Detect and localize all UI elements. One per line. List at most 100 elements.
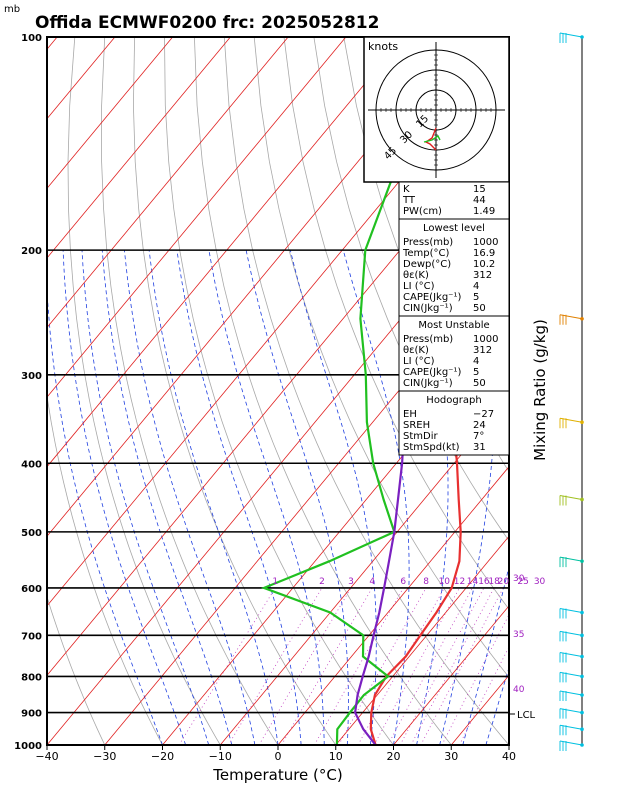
wind-barb-shaft	[559, 32, 583, 38]
info-row-value: −27	[473, 409, 494, 420]
info-row-value: 31	[473, 442, 486, 453]
info-row-label: LI (°C)	[403, 281, 435, 292]
info-row-value: 50	[473, 378, 486, 389]
info-row-label: PW(cm)	[403, 206, 442, 217]
mixing-ratio-label: 25	[517, 577, 528, 587]
pressure-tick-label: 800	[21, 672, 42, 683]
mixing-ratio-label: 10	[439, 577, 451, 587]
pressure-tick-label: 1000	[14, 741, 42, 752]
mixing-ratio-label: 4	[369, 577, 375, 587]
profile-dewpoint	[260, 37, 446, 745]
mixing-ratio-line	[281, 587, 373, 745]
info-row-label: EH	[403, 409, 417, 420]
moist-adiabat-line	[208, 250, 325, 745]
info-box	[398, 218, 510, 317]
pressure-tick-label: 100	[21, 33, 42, 44]
dry-adiabat-line	[67, 37, 221, 745]
mixing-ratio-line	[387, 587, 473, 745]
info-box-header: Hodograph	[426, 395, 481, 406]
chart-title: Offida ECMWF0200 frc: 2025052812	[35, 13, 379, 33]
dry-adiabat-line	[101, 37, 279, 745]
info-row-label: Press(mb)	[403, 237, 453, 248]
mixing-ratio-label: 30	[534, 577, 546, 587]
x-tick-label: −10	[209, 750, 232, 763]
mixing-ratio-line	[441, 613, 509, 745]
y-axis-label: Mixing Ratio (g/kg)	[531, 319, 549, 461]
mixing-ratio-line	[420, 587, 504, 745]
info-row-label: CAPE(Jkg⁻¹)	[403, 292, 461, 303]
dry-adiabat-line	[283, 37, 509, 610]
pressure-tick-label: 200	[21, 246, 42, 257]
dry-adiabat-line	[164, 37, 394, 745]
wind-barb-shaft	[559, 724, 583, 730]
info-box-header: Most Unstable	[418, 320, 489, 331]
dry-adiabat-line	[47, 595, 106, 745]
mixing-ratio-line	[338, 587, 427, 745]
isotherm-line	[47, 37, 404, 468]
pressure-unit-label: mb	[4, 4, 20, 15]
info-row-value: 5	[473, 367, 479, 378]
info-row-value: 7°	[473, 431, 484, 442]
dry-adiabat-line	[223, 37, 509, 745]
info-row-value: 10.2	[473, 259, 495, 270]
pressure-tick-label: 700	[21, 631, 42, 642]
info-box	[398, 315, 510, 392]
wind-barbs-column	[559, 32, 584, 751]
info-row-label: θε(K)	[403, 345, 429, 356]
mixing-ratio-line	[357, 587, 445, 745]
moist-adiabat-line	[148, 250, 279, 745]
moist-adiabat-line	[405, 249, 449, 745]
x-tick-label: 20	[387, 750, 401, 763]
x-tick-label: −20	[151, 750, 174, 763]
pressure-tick-label: 600	[21, 584, 42, 595]
wind-barb-base	[580, 497, 584, 502]
info-row-value: 1.49	[473, 206, 495, 217]
dry-adiabat-line	[492, 37, 509, 87]
info-row-value: 44	[473, 195, 486, 206]
isotherm-line	[47, 37, 231, 259]
mixing-ratio-line	[314, 587, 404, 745]
wind-barb-shaft	[559, 608, 583, 614]
isotherm-line	[47, 37, 347, 398]
info-row-value: 5	[473, 292, 479, 303]
moist-adiabat-line	[176, 250, 302, 745]
mixing-ratio-label: 14	[467, 577, 479, 587]
info-row-value: 1000	[473, 334, 498, 345]
info-row-label: TT	[402, 195, 416, 206]
isotherm-line	[335, 535, 509, 745]
info-row-label: CIN(Jkg⁻¹)	[403, 303, 453, 314]
isotherm-line	[393, 605, 509, 745]
isotherm-label: 40	[513, 685, 525, 695]
dry-adiabat-line	[47, 393, 163, 745]
mixing-ratio-label: 20	[498, 577, 510, 587]
mixing-ratio-label: 8	[423, 577, 429, 587]
mixing-ratio-label: 12	[454, 577, 465, 587]
info-row-label: CIN(Jkg⁻¹)	[403, 378, 453, 389]
info-row-label: SREH	[403, 420, 430, 431]
x-axis-label: Temperature (°C)	[212, 766, 342, 784]
info-row-value: 4	[473, 356, 479, 367]
mixing-ratio-label: 1	[272, 577, 278, 587]
info-row-label: Dewp(°C)	[403, 259, 451, 270]
moist-adiabat-line	[485, 666, 509, 745]
info-box-header: Lowest level	[423, 223, 485, 234]
mixing-ratio-line	[178, 587, 276, 745]
wind-barb-base	[580, 420, 584, 425]
isotherm-line	[508, 744, 509, 745]
info-row-label: StmSpd(kt)	[403, 442, 460, 453]
mixing-ratio-line	[410, 587, 495, 745]
x-tick-label: −30	[93, 750, 116, 763]
mixing-ratio-line	[228, 587, 323, 745]
isotherm-label: 35	[513, 630, 524, 640]
wind-barb-shaft	[559, 630, 583, 636]
hodograph-trace-green	[423, 134, 441, 143]
x-tick-label: 0	[275, 750, 282, 763]
hodograph-unit-label: knots	[368, 40, 398, 53]
moist-adiabat-line	[245, 250, 349, 745]
dry-adiabat-line	[253, 37, 509, 678]
info-row-value: 16.9	[473, 248, 495, 259]
isotherm-line	[47, 187, 509, 745]
isotherm-line	[219, 396, 509, 745]
